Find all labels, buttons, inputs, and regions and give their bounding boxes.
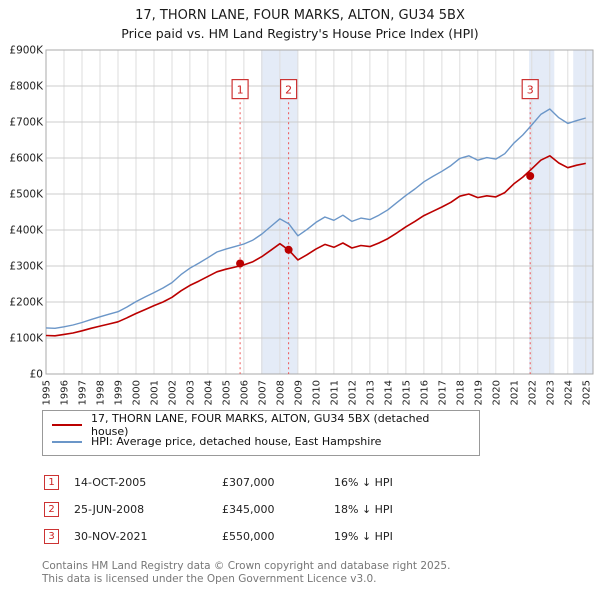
svg-text:2016: 2016	[419, 380, 430, 405]
legend-label-property: 17, THORN LANE, FOUR MARKS, ALTON, GU34 …	[91, 411, 430, 438]
svg-text:2006: 2006	[239, 380, 250, 405]
svg-text:1999: 1999	[114, 380, 125, 405]
price-chart-svg: 1 2 3 £0 £100K £200K £300K £400K £500K £600K £700K…	[9, 45, 594, 405]
svg-text:1995: 1995	[42, 380, 53, 405]
svg-text:2012: 2012	[347, 380, 358, 405]
legend-item-hpi: HPI: Average price, detached house, East…	[52, 433, 470, 450]
svg-text:1996: 1996	[60, 380, 71, 405]
transaction-row: 3 30-NOV-2021 £550,000 19% ↓ HPI	[44, 523, 600, 550]
transaction-date: 25-JUN-2008	[74, 503, 145, 516]
svg-text:1: 1	[237, 84, 244, 97]
transaction-price: £550,000	[222, 530, 275, 543]
svg-text:2003: 2003	[185, 380, 196, 405]
hpi-line-swatch	[52, 440, 82, 443]
svg-text:2020: 2020	[491, 380, 502, 405]
transaction-date: 30-NOV-2021	[74, 530, 148, 543]
svg-text:2002: 2002	[168, 380, 179, 405]
svg-text:2014: 2014	[383, 380, 394, 405]
transaction-price: £307,000	[222, 476, 275, 489]
transaction-marker-2: 2	[44, 502, 59, 517]
chart-header: 17, THORN LANE, FOUR MARKS, ALTON, GU34 …	[0, 0, 600, 42]
svg-text:£100K: £100K	[9, 333, 44, 345]
svg-text:2: 2	[285, 84, 292, 97]
transaction-list: 1 14-OCT-2005 £307,000 16% ↓ HPI 2 25-JU…	[44, 469, 600, 550]
svg-text:2010: 2010	[311, 380, 322, 405]
svg-text:2021: 2021	[509, 380, 520, 405]
svg-text:3: 3	[527, 84, 534, 97]
svg-text:2001: 2001	[150, 380, 161, 405]
page-title: 17, THORN LANE, FOUR MARKS, ALTON, GU34 …	[135, 8, 465, 23]
transaction-marker-3: 3	[44, 529, 59, 544]
svg-text:£300K: £300K	[9, 261, 44, 273]
svg-text:1998: 1998	[96, 380, 107, 405]
svg-text:2017: 2017	[437, 380, 448, 405]
legend-item-property: 17, THORN LANE, FOUR MARKS, ALTON, GU34 …	[52, 412, 470, 438]
transaction-row: 2 25-JUN-2008 £345,000 18% ↓ HPI	[44, 496, 600, 523]
transaction-row: 1 14-OCT-2005 £307,000 16% ↓ HPI	[44, 469, 600, 496]
transaction-hpi-delta: 16% ↓ HPI	[334, 476, 393, 489]
svg-text:2008: 2008	[275, 380, 286, 405]
svg-text:2019: 2019	[473, 380, 484, 405]
svg-text:2023: 2023	[545, 380, 556, 405]
svg-text:£0: £0	[30, 369, 43, 381]
svg-text:2007: 2007	[257, 380, 268, 405]
svg-text:2022: 2022	[527, 380, 538, 405]
svg-text:2005: 2005	[221, 380, 232, 405]
svg-text:£600K: £600K	[9, 153, 44, 165]
transaction-marker-1: 1	[44, 475, 59, 490]
svg-text:2018: 2018	[455, 380, 466, 405]
svg-text:2013: 2013	[365, 380, 376, 405]
page-subtitle: Price paid vs. HM Land Registry's House …	[121, 26, 479, 41]
license-footer: Contains HM Land Registry data © Crown c…	[42, 560, 600, 586]
transaction-price: £345,000	[222, 503, 275, 516]
svg-text:2000: 2000	[132, 380, 143, 405]
property-line-swatch	[52, 423, 82, 426]
svg-text:£700K: £700K	[9, 117, 44, 129]
svg-text:£900K: £900K	[9, 45, 44, 57]
svg-text:2025: 2025	[581, 380, 592, 405]
svg-text:2015: 2015	[401, 380, 412, 405]
svg-text:2004: 2004	[203, 380, 214, 405]
footer-line-2: This data is licensed under the Open Gov…	[42, 573, 377, 585]
chart-legend: 17, THORN LANE, FOUR MARKS, ALTON, GU34 …	[42, 410, 480, 456]
transaction-date: 14-OCT-2005	[74, 476, 147, 489]
svg-text:2011: 2011	[329, 380, 340, 405]
transaction-hpi-delta: 18% ↓ HPI	[334, 503, 393, 516]
transaction-hpi-delta: 19% ↓ HPI	[334, 530, 393, 543]
svg-text:£200K: £200K	[9, 297, 44, 309]
svg-text:2009: 2009	[293, 380, 304, 405]
svg-text:£400K: £400K	[9, 225, 44, 237]
svg-text:£500K: £500K	[9, 189, 44, 201]
svg-text:£800K: £800K	[9, 81, 44, 93]
svg-text:2024: 2024	[563, 380, 574, 405]
footer-line-1: Contains HM Land Registry data © Crown c…	[42, 560, 451, 572]
price-chart: 1 2 3 £0 £100K £200K £300K £400K £500K £600K £700K…	[0, 44, 600, 406]
svg-text:1997: 1997	[78, 380, 89, 405]
legend-label-hpi: HPI: Average price, detached house, East…	[91, 435, 382, 448]
